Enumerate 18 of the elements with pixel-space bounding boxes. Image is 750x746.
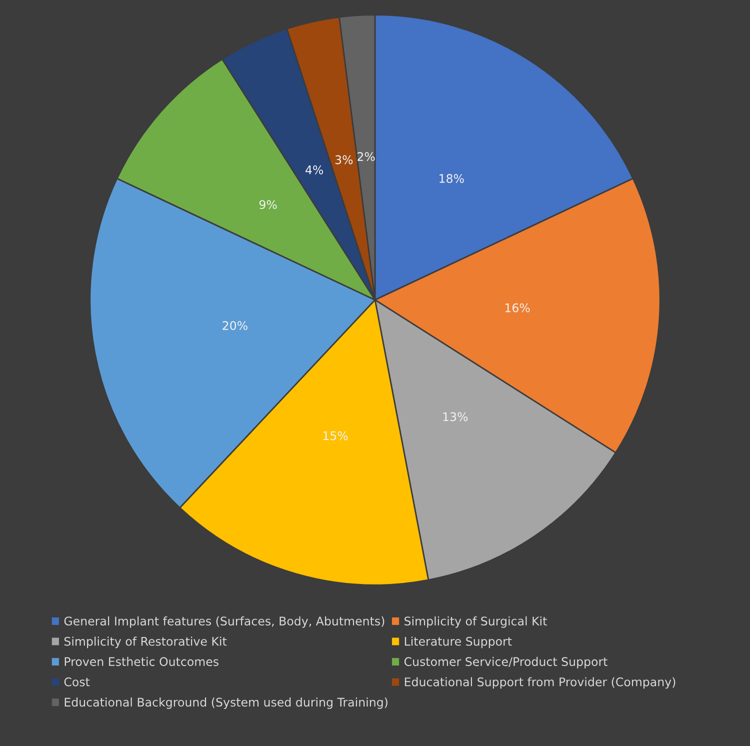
data-label: 9%	[259, 200, 277, 210]
data-label: 13%	[443, 412, 468, 422]
legend-label: Educational Background (System used during Training)	[64, 697, 388, 709]
data-label: 20%	[222, 321, 248, 330]
legend-label: Customer Service/Product Support	[404, 656, 608, 668]
data-label: 16%	[505, 303, 530, 312]
legend-label: Proven Esthetic Outcomes	[64, 656, 218, 666]
data-label: 15%	[323, 431, 348, 440]
legend-label: Educational Support from Provider (Company)	[404, 677, 676, 689]
legend-label: Cost	[64, 677, 90, 686]
data-label: 2%	[358, 152, 375, 162]
data-label: 3%	[335, 155, 353, 164]
legend-label: Literature Support	[404, 636, 512, 648]
legend-label: General Implant features (Surfaces, Body, Abutments)	[64, 616, 384, 628]
data-label: 18%	[440, 174, 464, 183]
legend-label: Simplicity of Surgical Kit	[404, 616, 547, 628]
data-label: 4%	[306, 165, 324, 174]
legend-label: Simplicity of Restorative Kit	[64, 636, 227, 648]
